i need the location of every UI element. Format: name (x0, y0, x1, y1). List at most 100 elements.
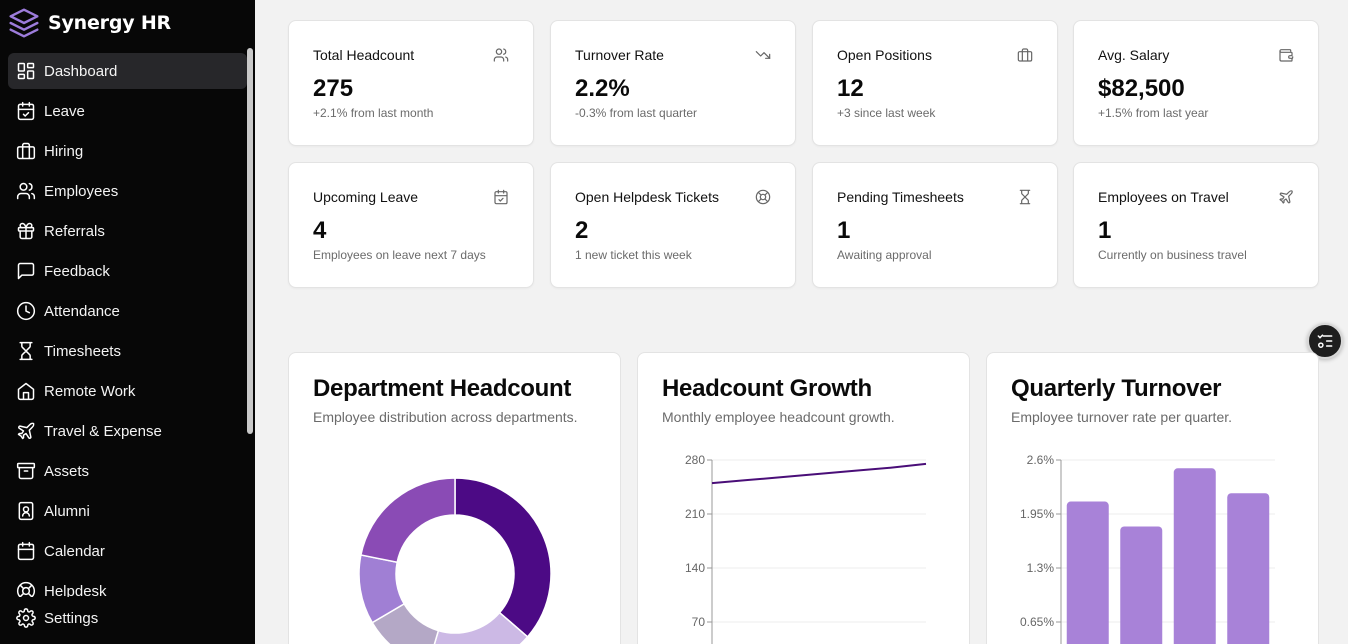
stat-subtext: 1 new ticket this week (575, 248, 692, 262)
chart-title: Headcount Growth (662, 375, 872, 402)
app-name: Synergy HR (48, 12, 171, 34)
sidebar-item-feedback[interactable]: Feedback (8, 253, 247, 289)
sidebar-item-remote-work[interactable]: Remote Work (8, 373, 247, 409)
sidebar-item-label: Remote Work (44, 382, 136, 400)
sidebar-item-employees[interactable]: Employees (8, 173, 247, 209)
department-headcount-card: Department Headcount Employee distributi… (288, 352, 621, 644)
brand[interactable]: Synergy HR (8, 7, 171, 39)
stat-value: 2.2% (575, 75, 630, 102)
sidebar-nav: Dashboard Leave Hiring Employees Referra… (8, 53, 247, 597)
plane-icon (17, 422, 35, 440)
y-tick-label: 140 (685, 561, 705, 575)
stat-title: Total Headcount (313, 47, 415, 63)
stat-value: 12 (837, 75, 864, 102)
stat-card-turnover-rate[interactable]: Turnover Rate 2.2% -0.3% from last quart… (550, 20, 796, 146)
layers-logo-icon (9, 8, 39, 38)
bar-2[interactable] (1173, 468, 1216, 644)
hourglass-icon (19, 341, 33, 361)
sidebar-item-attendance[interactable]: Attendance (8, 293, 247, 329)
donut-slice-0[interactable] (454, 477, 552, 638)
sidebar-item-label: Hiring (44, 142, 84, 160)
stat-card-open-helpdesk-tickets[interactable]: Open Helpdesk Tickets 2 1 new ticket thi… (550, 162, 796, 288)
stat-card-employees-on-travel[interactable]: Employees on Travel 1 Currently on busin… (1073, 162, 1319, 288)
gear-icon (16, 608, 36, 628)
filter-toggle-button[interactable] (1307, 323, 1343, 359)
calendar-icon (17, 541, 35, 561)
stat-subtext: Awaiting approval (837, 248, 932, 262)
bar-0[interactable] (1066, 501, 1109, 644)
bar-chart: 2.6% 1.95% 1.3% 0.65% (1020, 453, 1275, 644)
sidebar-item-leave[interactable]: Leave (8, 93, 247, 129)
stat-subtext: +1.5% from last year (1098, 106, 1209, 120)
y-tick-label: 1.3% (1027, 561, 1055, 575)
sidebar-item-helpdesk[interactable]: Helpdesk (8, 573, 247, 597)
bar-3[interactable] (1227, 493, 1270, 644)
stat-title: Upcoming Leave (313, 189, 419, 205)
sidebar-item-dashboard[interactable]: Dashboard (8, 53, 247, 89)
donut-slice-1[interactable] (428, 611, 529, 644)
series-line[interactable] (711, 462, 927, 485)
y-tick-label: 1.95% (1020, 507, 1054, 521)
home-icon (17, 382, 35, 401)
sidebar-item-label: Dashboard (44, 62, 118, 80)
calendar-check-icon (494, 189, 508, 205)
chart-title: Quarterly Turnover (1011, 375, 1222, 402)
briefcase-icon (16, 142, 36, 160)
stat-value: $82,500 (1098, 75, 1185, 102)
life-buoy-icon (755, 189, 771, 205)
plane-icon (1279, 190, 1293, 204)
sidebar-item-alumni[interactable]: Alumni (8, 493, 247, 529)
stat-subtext: Currently on business travel (1098, 248, 1247, 262)
stat-value: 4 (313, 217, 327, 244)
quarterly-turnover-card: Quarterly Turnover Employee turnover rat… (986, 352, 1319, 644)
dashboard-icon (17, 62, 35, 80)
sidebar-item-label: Feedback (44, 262, 110, 280)
sidebar-item-timesheets[interactable]: Timesheets (8, 333, 247, 369)
hourglass-icon (1019, 189, 1031, 205)
stat-subtext: -0.3% from last quarter (575, 106, 698, 120)
sidebar-item-hiring[interactable]: Hiring (8, 133, 247, 169)
stat-card-upcoming-leave[interactable]: Upcoming Leave 4 Employees on leave next… (288, 162, 534, 288)
users-icon (16, 182, 36, 200)
settings-label: Settings (44, 609, 99, 627)
stat-value: 2 (575, 217, 589, 244)
archive-icon (16, 462, 36, 480)
y-tick-label: 2.6% (1027, 453, 1055, 467)
sliders-icon (1317, 334, 1333, 348)
donut-chart (358, 477, 552, 644)
sidebar-item-calendar[interactable]: Calendar (8, 533, 247, 569)
sidebar: Synergy HR Dashboard Leave Hiring Employ… (0, 0, 255, 644)
sidebar-item-label: Calendar (44, 542, 105, 560)
users-icon (493, 48, 509, 62)
bar-1[interactable] (1120, 526, 1163, 644)
sidebar-scrollbar[interactable] (247, 48, 253, 434)
stat-title: Open Positions (837, 47, 932, 63)
sidebar-item-settings[interactable]: Settings (8, 600, 247, 636)
stat-title: Open Helpdesk Tickets (575, 189, 719, 205)
headcount-growth-card: Headcount Growth Monthly employee headco… (637, 352, 970, 644)
trending-down-icon (755, 51, 771, 59)
y-tick-label: 280 (685, 453, 705, 467)
stat-card-open-positions[interactable]: Open Positions 12 +3 since last week (812, 20, 1058, 146)
wallet-icon (1279, 49, 1294, 62)
sidebar-item-travel-expense[interactable]: Travel & Expense (8, 413, 247, 449)
chart-subtitle: Employee distribution across departments… (313, 409, 578, 425)
sidebar-item-assets[interactable]: Assets (8, 453, 247, 489)
stat-card-total-headcount[interactable]: Total Headcount 275 +2.1% from last mont… (288, 20, 534, 146)
stat-title: Employees on Travel (1098, 189, 1229, 205)
sidebar-item-label: Alumni (44, 502, 90, 520)
sidebar-item-label: Helpdesk (44, 582, 107, 598)
stat-card-pending-timesheets[interactable]: Pending Timesheets 1 Awaiting approval (812, 162, 1058, 288)
y-tick-label: 0.65% (1020, 615, 1054, 629)
sidebar-item-referrals[interactable]: Referrals (8, 213, 247, 249)
contact-icon (18, 501, 34, 521)
sidebar-item-label: Attendance (44, 302, 120, 320)
stat-card-avg-salary[interactable]: Avg. Salary $82,500 +1.5% from last year (1073, 20, 1319, 146)
message-square-icon (17, 262, 35, 280)
donut-slice-4[interactable] (360, 477, 456, 564)
stat-title: Pending Timesheets (837, 189, 964, 205)
stat-subtext: +3 since last week (837, 106, 936, 120)
stat-subtext: +2.1% from last month (313, 106, 434, 120)
stat-value: 275 (313, 75, 354, 102)
sidebar-item-label: Assets (44, 462, 90, 480)
